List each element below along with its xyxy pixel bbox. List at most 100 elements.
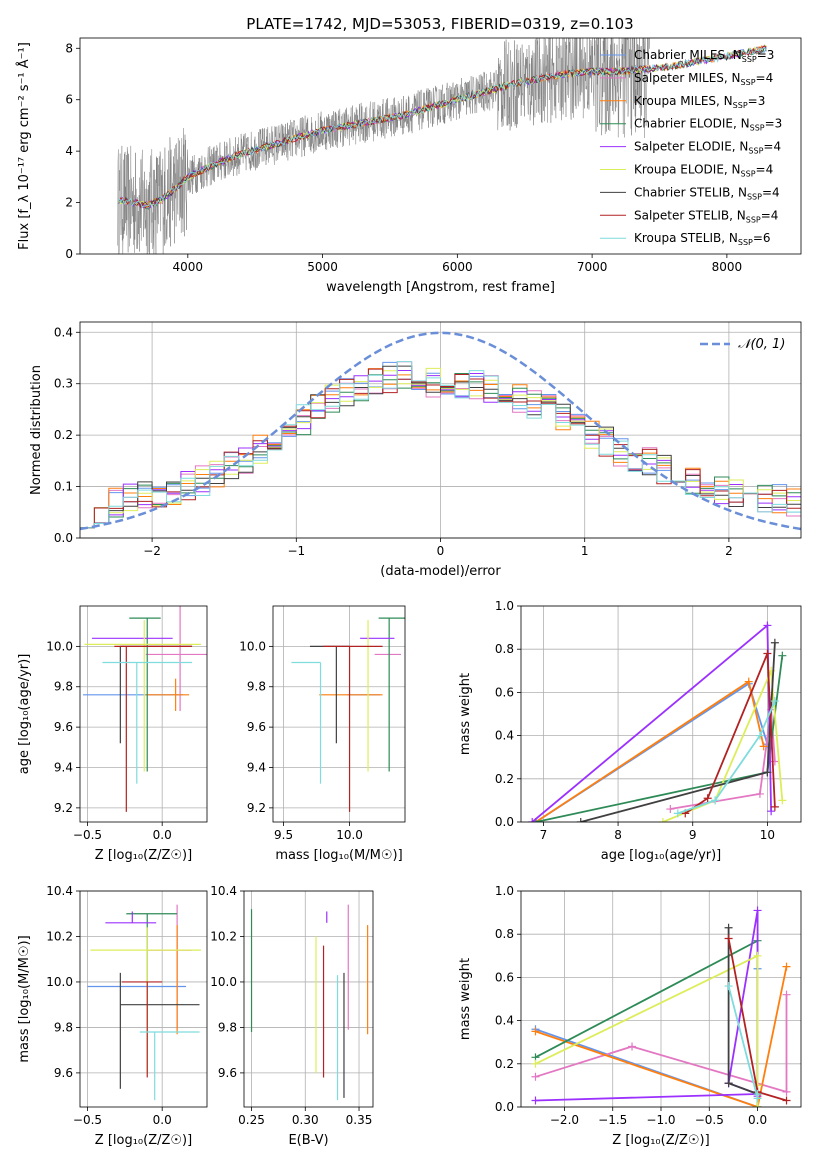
axes-residuals: −2 −1 0 1 2 0.0 0.1 0.2 0.3 0.4 (data-model)/error… [29,321,802,579]
legend-label: Kroupa STELIB, NSSP=6 [634,231,771,247]
axes-frame [79,37,802,255]
weight-marker [724,982,733,991]
y-tick-label: 9.6 [247,720,266,734]
x-tick-label: −1.5 [598,1113,627,1127]
weight-line [727,985,759,1099]
weight-line [684,653,776,815]
y-tick-label: 10.4 [46,884,73,898]
spectrum-data-line [117,38,650,254]
x-tick-label: 4000 [173,260,204,274]
weight-marker [767,807,776,816]
weight-line [535,994,788,1094]
y-tick-label: 2 [65,196,73,210]
legend-label: Salpeter ELODIE, NSSP=4 [634,140,781,156]
weight-marker [531,1096,540,1105]
x-axis-label: Z [log₁₀(Z/Z☉)] [612,1133,709,1148]
histogram-step [80,361,801,529]
legend-label: Salpeter STELIB, NSSP=4 [634,208,778,224]
y-tick-label: 8 [65,41,73,55]
weight-marker [528,818,537,822]
x-axis-label: mass [log₁₀(M/M☉)] [275,848,402,863]
axes-spectrum: 4000 5000 6000 7000 8000 0 2 4 6 8 wavelength [Ang… [16,37,802,295]
x-tick-label: −1 [287,544,305,558]
weight-line [535,939,759,1107]
weight-marker [666,805,675,814]
weight-line [531,623,772,822]
x-tick-label: 9.5 [274,828,293,842]
weight-marker [763,649,772,658]
x-tick-label: 10 [760,828,775,842]
y-tick-label: 0.1 [54,480,73,494]
axes-weight-vs-age: 7 8 9 10 0.0 0.2 0.4 0.6 0.8 1.0 age [log₁₀(age/yr… [458,599,802,863]
residuals-legend: 𝒩(0, 1) [700,337,785,352]
y-tick-label: 1.0 [495,599,514,613]
x-tick-label: 8000 [712,260,743,274]
weight-line [535,680,765,822]
weight-line [535,954,759,1107]
x-tick-label: 0.0 [153,1113,172,1127]
y-tick-label: 10.0 [46,975,73,989]
weight-marker [759,742,768,751]
y-tick-label: 9.8 [54,1020,73,1034]
y-axis-label: mass weight [458,958,473,1040]
y-tick-label: 6 [65,93,73,107]
x-tick-label: 7000 [577,260,608,274]
y-tick-label: 0.4 [495,729,514,743]
panel-age-vs-mass: 9.5 10.0 9.2 9.4 9.6 9.8 10.0 mass [log₁₀(M/M☉)… [239,605,406,863]
x-tick-label: 7 [540,828,548,842]
x-axis-label: (data-model)/error [380,564,501,579]
y-tick-label: 10.0 [46,639,73,653]
plot-area-mass-vs-Z [87,904,202,1101]
legend-label: 𝒩(0, 1) [738,337,785,352]
legend-label: Chabrier MILES, NSSP=3 [634,48,774,64]
x-tick-label: −0.5 [73,1113,102,1127]
weight-marker [770,802,779,811]
x-tick-label: 0.0 [153,828,172,842]
weight-line [677,700,776,815]
weight-marker [782,962,791,971]
y-tick-label: 0.2 [54,428,73,442]
y-tick-label: 1.0 [495,884,514,898]
spectrum-legend: Chabrier MILES, NSSP=3 Salpeter MILES, NS… [600,48,782,247]
y-tick-label: 10.2 [210,929,237,943]
panel-weight-vs-Z: −2.0 −1.5 −1.0 −0.5 0.0 0.0 0.2 0.4 0.6 0.8 1.0 Z [… [458,884,802,1148]
weight-marker [753,1103,762,1107]
weight-marker [724,923,733,932]
y-tick-label: 4 [65,144,73,158]
x-tick-label: −2 [143,544,161,558]
weight-marker [628,1042,637,1051]
y-tick-label: 0.8 [495,642,514,656]
y-tick-label: 9.6 [54,1066,73,1080]
y-tick-label: 9.2 [54,801,73,815]
y-tick-label: 0.2 [495,772,514,786]
weight-line [535,968,759,1107]
panel-mass-vs-ebv: 0.25 0.30 0.35 9.6 9.8 10.0 10.2 10.4 E(B-V) [210,884,374,1148]
weight-marker [753,1090,762,1099]
legend-label: Salpeter MILES, NSSP=4 [634,71,773,87]
y-tick-label: 9.4 [54,760,73,774]
axes-mass-vs-Z: −0.5 0.0 9.6 9.8 10.0 10.2 10.4 Z [log₁₀(Z/Z☉)]… [17,884,208,1148]
plot-area-spectrum [117,38,767,254]
y-tick-label: 10.2 [46,929,73,943]
weight-marker [782,990,791,999]
y-tick-label: 0.6 [495,970,514,984]
y-axis-label: age [log₁₀(age/yr)] [17,654,32,775]
y-tick-label: 9.6 [218,1066,237,1080]
axes-age-vs-mass: 9.5 10.0 9.2 9.4 9.6 9.8 10.0 mass [log₁₀(M/M☉)… [239,605,406,863]
axes-frame [243,890,374,1108]
plot-area-mass-vs-ebv [250,904,369,1101]
y-tick-label: 10.0 [239,639,266,653]
weight-marker [673,809,682,818]
x-tick-label: 2 [725,544,733,558]
axes-frame [520,605,802,823]
y-tick-label: 10.0 [210,975,237,989]
y-axis-label: mass [log₁₀(M/M☉)] [17,935,32,1062]
y-axis-label: Flux [f_λ 10⁻¹⁷ erg cm⁻² s⁻¹ Å⁻¹] [16,42,32,250]
axes-frame [79,890,208,1108]
x-tick-label: 0.25 [238,1113,265,1127]
y-tick-label: 0.4 [495,1014,514,1028]
x-axis-label: Z [log₁₀(Z/Z☉)] [95,848,192,863]
x-tick-label: 0.0 [748,1113,767,1127]
plot-area-residuals [80,331,801,531]
